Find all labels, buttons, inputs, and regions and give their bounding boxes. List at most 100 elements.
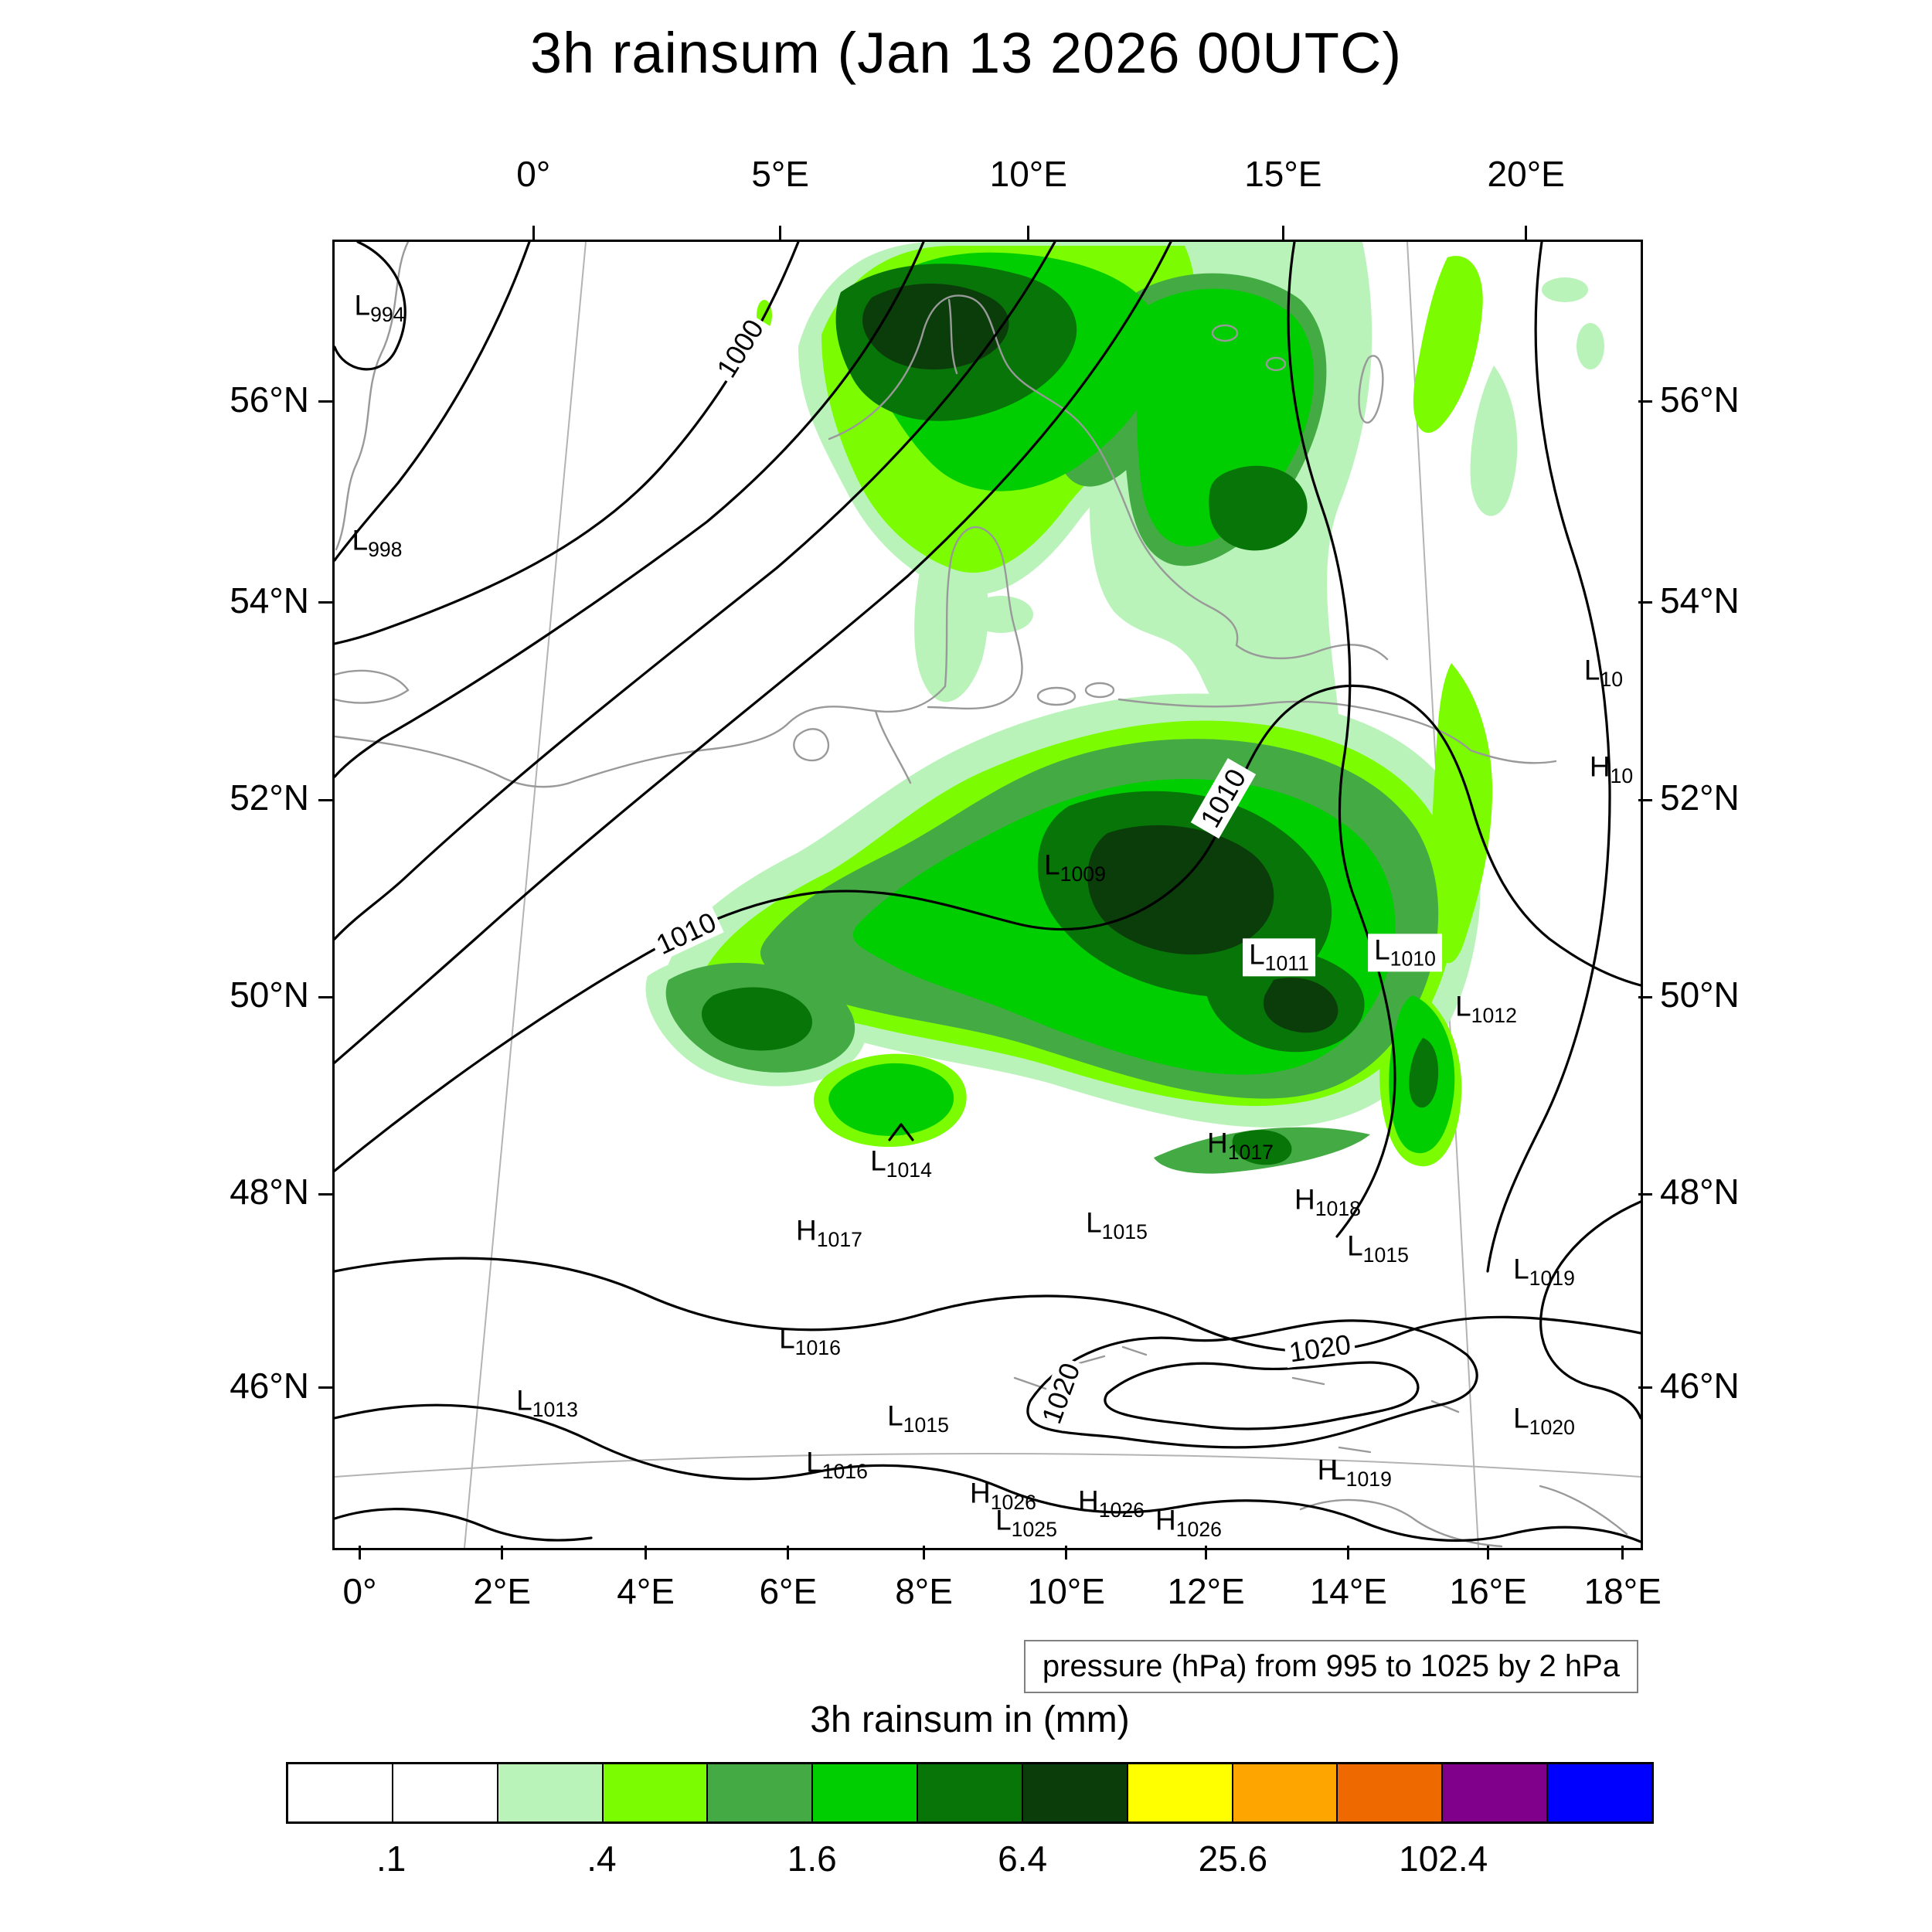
top-axis-tick-label: 20°E bbox=[1487, 154, 1565, 194]
pressure-center-label: H1017 bbox=[1207, 1127, 1274, 1164]
pressure-center-label: L1016 bbox=[806, 1446, 868, 1483]
coastlines-group bbox=[335, 242, 1628, 1548]
pressure-center-label: L994 bbox=[354, 289, 405, 326]
right-axis-tick bbox=[1638, 400, 1652, 403]
left-axis-tick-label: 56°N bbox=[230, 379, 309, 420]
pressure-center-label: H1026 bbox=[1155, 1504, 1222, 1541]
colorbar-tick-label: 1.6 bbox=[787, 1838, 837, 1879]
right-axis-tick-label: 46°N bbox=[1660, 1365, 1740, 1406]
top-axis-tick-label: 5°E bbox=[751, 154, 809, 194]
pressure-center-label: H10 bbox=[1589, 750, 1634, 787]
top-axis-tick bbox=[1027, 226, 1030, 240]
pressure-center-label: L1011 bbox=[1243, 938, 1315, 977]
colorbar-segment bbox=[708, 1764, 814, 1821]
colorbar-segment bbox=[498, 1764, 604, 1821]
colorbar-segment bbox=[603, 1764, 709, 1821]
left-axis-tick bbox=[318, 601, 332, 604]
map-labels-layer: L994 L998 L1009 L1011 L1010 L1012 L1014 H1017 L1… bbox=[335, 242, 1641, 1548]
top-axis-tick bbox=[1525, 226, 1528, 240]
left-axis-tick-label: 50°N bbox=[230, 975, 309, 1015]
left-axis-tick bbox=[318, 995, 332, 998]
left-axis-tick bbox=[318, 798, 332, 801]
left-axis-tick-label: 46°N bbox=[230, 1365, 309, 1406]
left-axis-tick bbox=[318, 1386, 332, 1389]
right-axis-tick bbox=[1638, 995, 1652, 998]
pressure-center-label: H1017 bbox=[796, 1214, 862, 1251]
pressure-center-label: L1015 bbox=[887, 1400, 949, 1437]
plot-title: 3h rainsum (Jan 13 2026 00UTC) bbox=[529, 21, 1403, 85]
pressure-center-label: L1025 bbox=[995, 1504, 1057, 1541]
pressure-center-label: H1018 bbox=[1294, 1183, 1361, 1220]
pressure-center-label: H1026 bbox=[970, 1477, 1036, 1514]
top-axis-tick bbox=[532, 226, 535, 240]
right-axis-tick bbox=[1638, 1192, 1652, 1196]
pressure-center-label: L998 bbox=[352, 524, 403, 561]
left-axis-tick-label: 48°N bbox=[230, 1172, 309, 1213]
bottom-axis-tick bbox=[645, 1546, 648, 1560]
right-axis-tick-label: 48°N bbox=[1660, 1172, 1740, 1213]
colorbar-segment bbox=[918, 1764, 1023, 1821]
colorbar-tick-label: 25.6 bbox=[1198, 1838, 1268, 1879]
bottom-axis-tick-label: 2°E bbox=[473, 1571, 532, 1611]
pressure-center-label: L1009 bbox=[1044, 849, 1106, 886]
colorbar-segment bbox=[1443, 1764, 1549, 1821]
bottom-axis-tick-label: 4°E bbox=[617, 1571, 675, 1611]
right-axis-tick-label: 50°N bbox=[1660, 975, 1740, 1015]
colorbar-segment bbox=[813, 1764, 919, 1821]
colorbar bbox=[286, 1762, 1654, 1824]
bottom-axis-tick bbox=[501, 1546, 504, 1560]
map-frame: L994 L998 L1009 L1011 L1010 L1012 L1014 H1017 L1… bbox=[332, 240, 1643, 1550]
pressure-center-label: L1012 bbox=[1455, 990, 1517, 1027]
colorbar-tick-label: .4 bbox=[587, 1838, 617, 1879]
pressure-center-label: L1010 bbox=[1368, 934, 1442, 972]
right-axis-tick bbox=[1638, 601, 1652, 604]
colorbar-title: 3h rainsum in (mm) bbox=[810, 1699, 1130, 1740]
bottom-axis-tick bbox=[1065, 1546, 1068, 1560]
pressure-contours-group bbox=[335, 242, 1641, 1543]
bottom-axis-tick-label: 16°E bbox=[1449, 1571, 1527, 1611]
bottom-axis-tick-label: 6°E bbox=[759, 1571, 818, 1611]
contour-line-label: 1010 bbox=[648, 905, 724, 962]
right-axis-tick-label: 56°N bbox=[1660, 379, 1740, 420]
bottom-axis-tick bbox=[1347, 1546, 1350, 1560]
bottom-axis-tick-label: 12°E bbox=[1167, 1571, 1245, 1611]
rainfall-shading-group bbox=[645, 242, 1604, 1174]
right-axis-tick bbox=[1638, 798, 1652, 801]
right-axis-tick bbox=[1638, 1386, 1652, 1389]
top-axis-tick bbox=[1281, 226, 1284, 240]
map-canvas bbox=[335, 242, 1641, 1548]
pressure-center-label: H bbox=[1317, 1454, 1338, 1486]
left-axis-tick-label: 52°N bbox=[230, 777, 309, 818]
bottom-axis-tick bbox=[1487, 1546, 1490, 1560]
bottom-axis-tick-label: 10°E bbox=[1027, 1571, 1105, 1611]
colorbar-segment bbox=[1022, 1764, 1128, 1821]
bottom-axis-tick bbox=[923, 1546, 926, 1560]
colorbar-tick-label: .1 bbox=[376, 1838, 406, 1879]
right-axis-tick-label: 54°N bbox=[1660, 580, 1740, 621]
bottom-axis-tick-label: 0° bbox=[342, 1571, 377, 1611]
left-axis-tick-label: 54°N bbox=[230, 580, 309, 621]
contour-line-label: 1020 bbox=[1036, 1355, 1087, 1431]
colorbar-segment bbox=[1128, 1764, 1233, 1821]
pressure-center-label: L1014 bbox=[870, 1145, 932, 1182]
contour-line-label: 1010 bbox=[1190, 757, 1257, 839]
colorbar-tick-label: 6.4 bbox=[998, 1838, 1048, 1879]
pressure-center-label: L10 bbox=[1583, 654, 1624, 691]
contour-line-label: 1000 bbox=[709, 311, 771, 386]
top-axis-tick-label: 0° bbox=[516, 154, 551, 194]
left-axis-tick bbox=[318, 400, 332, 403]
colorbar-segment bbox=[1338, 1764, 1444, 1821]
pressure-center-label: H1026 bbox=[1078, 1485, 1145, 1522]
colorbar-segment bbox=[1548, 1764, 1651, 1821]
top-axis-tick-label: 15°E bbox=[1244, 154, 1322, 194]
bottom-axis-tick-label: 14°E bbox=[1309, 1571, 1387, 1611]
contour-line-label: 1020 bbox=[1283, 1328, 1357, 1368]
colorbar-segment bbox=[1233, 1764, 1338, 1821]
colorbar-segment bbox=[288, 1764, 393, 1821]
bottom-axis-tick-label: 18°E bbox=[1583, 1571, 1662, 1611]
bottom-axis-tick bbox=[1621, 1546, 1624, 1560]
bottom-axis-tick bbox=[1205, 1546, 1208, 1560]
pressure-center-label: L1016 bbox=[779, 1322, 841, 1359]
pressure-center-label: L1015 bbox=[1347, 1230, 1409, 1267]
